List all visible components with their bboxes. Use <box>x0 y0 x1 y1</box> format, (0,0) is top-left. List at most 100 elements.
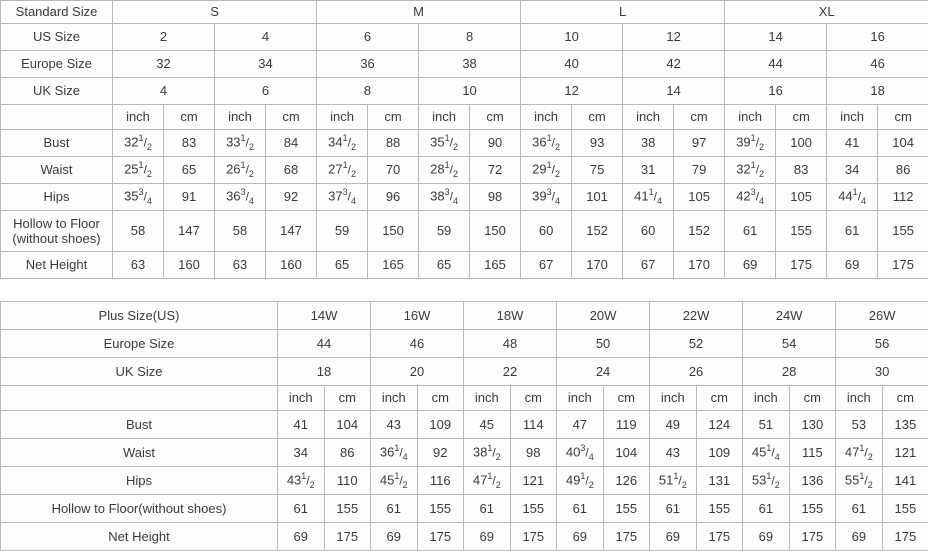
hips-inch: 423/4 <box>725 184 776 211</box>
bust-cm: 100 <box>776 130 827 157</box>
hollow-inch: 58 <box>113 211 164 252</box>
hollow-label-line2: (without shoes) <box>12 231 100 246</box>
plus-waist-inch: 451/4 <box>743 439 790 467</box>
plus-europe-size-value: 52 <box>650 330 743 358</box>
plus-hips-cm: 141 <box>882 467 928 495</box>
uk-size-row: UK Size 4 6 8 10 12 14 16 18 <box>1 78 928 105</box>
bust-inch: 361/2 <box>521 130 572 157</box>
standard-size-label: Standard Size <box>1 1 113 24</box>
plus-net-height-inch: 69 <box>557 523 604 551</box>
plus-bust-inch: 47 <box>557 411 604 439</box>
unit-cell: cm <box>696 386 743 411</box>
us-size-value: 2 <box>113 24 215 51</box>
unit-cell: cm <box>417 386 464 411</box>
plus-uk-size-label: UK Size <box>1 358 278 386</box>
net-height-cm: 160 <box>164 252 215 279</box>
hips-cm: 96 <box>368 184 419 211</box>
bust-cm: 90 <box>470 130 521 157</box>
waist-cm: 72 <box>470 157 521 184</box>
europe-size-label: Europe Size <box>1 51 113 78</box>
plus-bust-cm: 124 <box>696 411 743 439</box>
plus-waist-inch: 403/4 <box>557 439 604 467</box>
plus-measurement-row-hips: Hips 431/2 110 451/2 116 471/2 121 491/2… <box>1 467 928 495</box>
plus-hips-cm: 126 <box>603 467 650 495</box>
plus-uk-size-value: 20 <box>371 358 464 386</box>
plus-size-value: 18W <box>464 302 557 330</box>
measurement-row-hips: Hips 353/4 91 363/4 92 373/4 96 383/4 98… <box>1 184 928 211</box>
net-height-cm: 170 <box>572 252 623 279</box>
measurement-row-bust: Bust 321/2 83 331/2 84 341/2 88 351/2 90… <box>1 130 928 157</box>
plus-bust-cm: 109 <box>417 411 464 439</box>
measurement-label-hips: Hips <box>1 184 113 211</box>
hips-inch: 383/4 <box>419 184 470 211</box>
plus-hollow-cm: 155 <box>417 495 464 523</box>
hips-cm: 92 <box>266 184 317 211</box>
plus-waist-cm: 98 <box>510 439 557 467</box>
bust-cm: 93 <box>572 130 623 157</box>
bust-inch: 38 <box>623 130 674 157</box>
unit-cell: inch <box>836 386 883 411</box>
plus-uk-size-value: 26 <box>650 358 743 386</box>
plus-hollow-inch: 61 <box>371 495 418 523</box>
us-size-value: 14 <box>725 24 827 51</box>
plus-size-value: 26W <box>836 302 928 330</box>
net-height-cm: 165 <box>368 252 419 279</box>
plus-europe-size-value: 50 <box>557 330 650 358</box>
uk-size-value: 10 <box>419 78 521 105</box>
waist-cm: 79 <box>674 157 725 184</box>
unit-cell: inch <box>278 386 325 411</box>
hips-inch: 373/4 <box>317 184 368 211</box>
hollow-inch: 60 <box>623 211 674 252</box>
unit-cell: inch <box>521 105 572 130</box>
bust-cm: 88 <box>368 130 419 157</box>
unit-cell: cm <box>674 105 725 130</box>
net-height-inch: 67 <box>521 252 572 279</box>
hollow-cm: 150 <box>368 211 419 252</box>
hips-cm: 101 <box>572 184 623 211</box>
unit-cell: cm <box>789 386 836 411</box>
waist-inch: 261/2 <box>215 157 266 184</box>
plus-europe-size-value: 54 <box>743 330 836 358</box>
europe-size-value: 36 <box>317 51 419 78</box>
plus-net-height-cm: 175 <box>603 523 650 551</box>
unit-cell: cm <box>266 105 317 130</box>
plus-measurement-row-bust: Bust 41 104 43 109 45 114 47 119 49 124 … <box>1 411 928 439</box>
plus-hips-cm: 121 <box>510 467 557 495</box>
measurement-row-net-height: Net Height 63 160 63 160 65 165 65 165 6… <box>1 252 928 279</box>
plus-bust-inch: 49 <box>650 411 697 439</box>
size-group-s: S <box>113 1 317 24</box>
plus-net-height-inch: 69 <box>743 523 790 551</box>
plus-waist-cm: 109 <box>696 439 743 467</box>
waist-cm: 65 <box>164 157 215 184</box>
us-size-value: 4 <box>215 24 317 51</box>
plus-size-value: 24W <box>743 302 836 330</box>
plus-measurement-row-hollow-to-floor: Hollow to Floor(without shoes) 61 155 61… <box>1 495 928 523</box>
hollow-inch: 61 <box>827 211 878 252</box>
uk-size-value: 18 <box>827 78 928 105</box>
plus-bust-inch: 41 <box>278 411 325 439</box>
hollow-inch: 60 <box>521 211 572 252</box>
us-size-value: 6 <box>317 24 419 51</box>
hips-inch: 393/4 <box>521 184 572 211</box>
europe-size-value: 40 <box>521 51 623 78</box>
plus-bust-inch: 43 <box>371 411 418 439</box>
hollow-cm: 147 <box>164 211 215 252</box>
plus-hollow-inch: 61 <box>278 495 325 523</box>
size-group-m: M <box>317 1 521 24</box>
waist-cm: 75 <box>572 157 623 184</box>
plus-waist-cm: 92 <box>417 439 464 467</box>
plus-size-row: Plus Size(US) 14W 16W 18W 20W 22W 24W 26… <box>1 302 928 330</box>
net-height-inch: 63 <box>113 252 164 279</box>
plus-uk-size-value: 24 <box>557 358 650 386</box>
bust-cm: 104 <box>878 130 928 157</box>
plus-hollow-inch: 61 <box>836 495 883 523</box>
bust-inch: 351/2 <box>419 130 470 157</box>
unit-cell: cm <box>882 386 928 411</box>
waist-cm: 83 <box>776 157 827 184</box>
waist-inch: 291/2 <box>521 157 572 184</box>
unit-cell: cm <box>572 105 623 130</box>
plus-net-height-cm: 175 <box>510 523 557 551</box>
hollow-inch: 59 <box>419 211 470 252</box>
net-height-cm: 165 <box>470 252 521 279</box>
net-height-cm: 170 <box>674 252 725 279</box>
